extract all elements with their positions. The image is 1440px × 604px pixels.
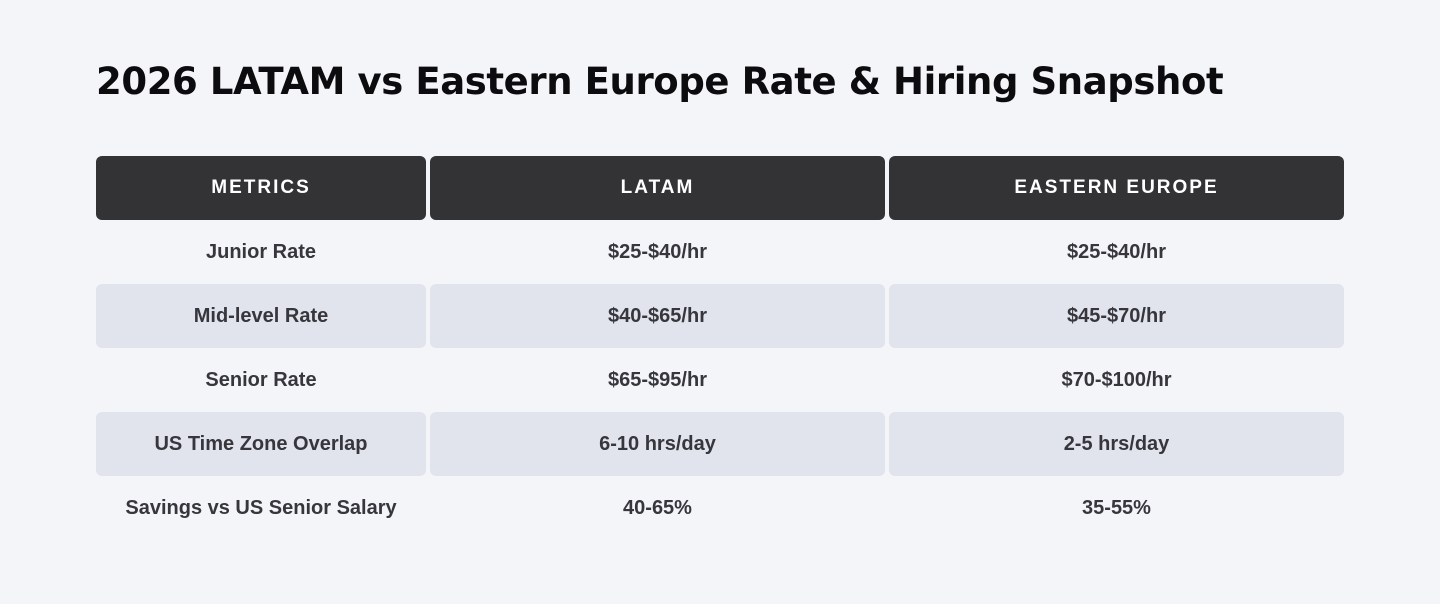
eastern-europe-value: 2-5 hrs/day <box>889 412 1344 476</box>
metric-label: Senior Rate <box>205 368 317 391</box>
latam-value: $25-$40/hr <box>608 240 707 263</box>
table-row: Mid-level Rate $40-$65/hr $45-$70/hr <box>96 284 1344 348</box>
page-title: 2026 LATAM vs Eastern Europe Rate & Hiri… <box>96 60 1224 103</box>
latam-value: 6-10 hrs/day <box>430 412 885 476</box>
header-cell-latam: LATAM <box>430 156 885 220</box>
metric-label: US Time Zone Overlap <box>96 412 426 476</box>
table-row: Junior Rate $25-$40/hr $25-$40/hr <box>96 220 1344 284</box>
eastern-europe-value: $25-$40/hr <box>1067 240 1166 263</box>
metric-label: Junior Rate <box>205 240 317 263</box>
latam-value: $40-$65/hr <box>430 284 885 348</box>
table-row: Savings vs US Senior Salary 40-65% 35-55… <box>96 476 1344 540</box>
header-cell-eastern-europe: EASTERN EUROPE <box>889 156 1344 220</box>
metric-label: Mid-level Rate <box>96 284 426 348</box>
comparison-table: METRICS LATAM EASTERN EUROPE Junior Rate… <box>96 156 1344 540</box>
latam-value: 40-65% <box>623 496 692 519</box>
eastern-europe-value: $70-$100/hr <box>1061 368 1172 391</box>
table-row: US Time Zone Overlap 6-10 hrs/day 2-5 hr… <box>96 412 1344 476</box>
eastern-europe-value: 35-55% <box>1082 496 1151 519</box>
metric-label: Savings vs US Senior Salary <box>125 496 397 519</box>
eastern-europe-value: $45-$70/hr <box>889 284 1344 348</box>
latam-value: $65-$95/hr <box>608 368 707 391</box>
table-header-row: METRICS LATAM EASTERN EUROPE <box>96 156 1344 220</box>
table-row: Senior Rate $65-$95/hr $70-$100/hr <box>96 348 1344 412</box>
header-cell-metrics: METRICS <box>96 156 426 220</box>
